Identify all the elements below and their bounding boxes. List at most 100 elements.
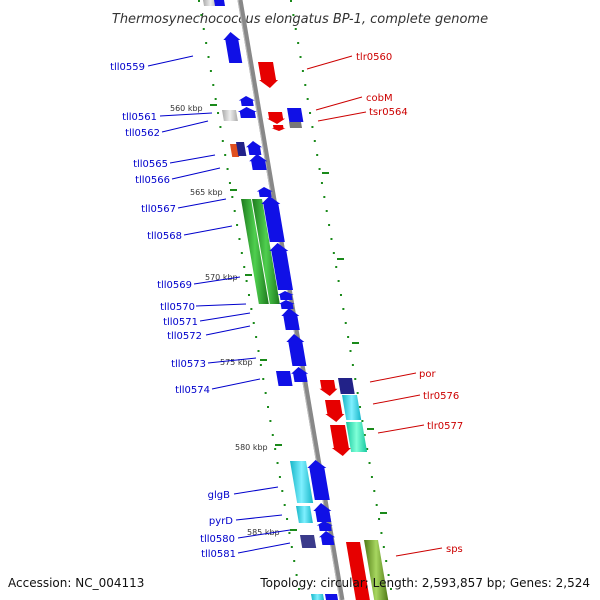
tick-mark xyxy=(339,294,342,296)
gene-label[interactable]: tll0574 xyxy=(175,385,210,396)
tick-mark xyxy=(205,42,208,44)
gene-label[interactable]: tll0568 xyxy=(147,231,182,242)
gene-label[interactable]: tll0570 xyxy=(160,302,195,313)
gene-arrow[interactable] xyxy=(316,521,333,531)
gene-label[interactable]: por xyxy=(419,369,436,380)
gene-label[interactable]: tll0571 xyxy=(163,317,198,328)
gene-arrow[interactable] xyxy=(330,425,351,456)
gene-block[interactable] xyxy=(325,594,339,600)
major-tick-mark xyxy=(322,172,329,174)
gene-label[interactable]: tll0567 xyxy=(141,204,176,215)
gene-label[interactable]: tll0559 xyxy=(110,62,145,73)
gene-arrow[interactable] xyxy=(319,531,336,545)
tick-mark xyxy=(281,490,284,492)
gene-arrow[interactable] xyxy=(261,196,285,242)
gene-block[interactable] xyxy=(287,108,304,122)
gene-arrow[interactable] xyxy=(258,62,279,88)
tick-mark xyxy=(217,112,220,114)
gene-label[interactable]: tll0565 xyxy=(133,159,168,170)
gene-label[interactable]: tlr0576 xyxy=(423,391,459,402)
gene-arrow[interactable] xyxy=(223,32,243,63)
gene-arrow[interactable] xyxy=(238,96,255,106)
gene-label[interactable]: tll0581 xyxy=(201,549,236,560)
gene-block-navy[interactable] xyxy=(236,142,247,156)
major-tick-mark xyxy=(290,529,297,531)
gene-arrow[interactable] xyxy=(249,154,268,170)
gene-block-navy[interactable] xyxy=(300,535,317,548)
scale-label: 560 kbp xyxy=(170,104,203,113)
major-tick-mark xyxy=(367,428,374,430)
tick-mark xyxy=(359,406,362,408)
gene-label[interactable]: tll0562 xyxy=(125,128,160,139)
gene-label[interactable]: tll0569 xyxy=(157,280,192,291)
gene-arrow[interactable] xyxy=(267,112,286,124)
gene-label[interactable]: sps xyxy=(446,544,463,555)
gene-block-gray[interactable] xyxy=(289,122,303,128)
tick-mark xyxy=(313,140,316,142)
gene-arrow[interactable] xyxy=(307,460,330,500)
gene-block-teal[interactable] xyxy=(346,422,368,452)
gene-arrow[interactable] xyxy=(286,334,307,366)
gene-block[interactable] xyxy=(276,371,293,386)
gene-block-navy[interactable] xyxy=(338,378,355,394)
tick-mark xyxy=(207,56,210,58)
tick-mark xyxy=(245,280,248,282)
tick-mark xyxy=(366,448,369,450)
gene-label[interactable]: tlr0560 xyxy=(356,52,392,63)
gene-arrow[interactable] xyxy=(237,107,257,118)
gene-label[interactable]: tll0580 xyxy=(200,534,235,545)
gene-arrow[interactable] xyxy=(291,367,309,382)
gene-label[interactable]: tll0561 xyxy=(122,112,157,123)
gene-block-cyan[interactable] xyxy=(290,461,314,503)
gene-block-cyan[interactable] xyxy=(296,506,313,523)
gene-block-green[interactable] xyxy=(252,199,280,304)
tick-mark xyxy=(354,378,357,380)
gene-arrow[interactable] xyxy=(269,243,293,290)
tick-mark xyxy=(375,504,378,506)
gene-arrow[interactable] xyxy=(319,380,338,396)
gene-label[interactable]: tsr0564 xyxy=(369,107,408,118)
gene-block-olive[interactable] xyxy=(364,540,389,600)
tick-mark xyxy=(330,238,333,240)
gene-block[interactable] xyxy=(346,542,370,600)
gene-arrow[interactable] xyxy=(281,308,300,330)
tick-mark xyxy=(356,392,359,394)
gene-arrow[interactable] xyxy=(278,300,295,309)
gene-arrow[interactable] xyxy=(256,187,273,197)
gene-label[interactable]: cobM xyxy=(366,93,393,104)
gene-label[interactable]: tll0573 xyxy=(171,359,206,370)
tick-mark xyxy=(233,210,236,212)
gene-label[interactable]: tll0572 xyxy=(167,331,202,342)
tick-mark xyxy=(342,308,345,310)
tick-tracks xyxy=(198,0,392,590)
gene-block-cyan[interactable] xyxy=(311,594,325,600)
gene-label[interactable]: glgB xyxy=(208,490,230,501)
gene-block-green[interactable] xyxy=(241,199,269,304)
tick-mark xyxy=(299,56,302,58)
tick-mark xyxy=(380,532,383,534)
tick-mark xyxy=(269,420,272,422)
gene-arrow[interactable] xyxy=(246,141,263,155)
tick-mark xyxy=(311,126,314,128)
gene-label[interactable]: tll0566 xyxy=(135,175,170,186)
tick-mark xyxy=(257,350,260,352)
gene-track xyxy=(203,0,389,600)
tick-mark xyxy=(297,588,300,590)
tick-mark xyxy=(306,98,309,100)
tick-mark xyxy=(209,70,212,72)
tick-mark xyxy=(276,462,279,464)
tick-mark xyxy=(243,266,246,268)
gene-label[interactable]: tlr0577 xyxy=(427,421,463,432)
major-tick-mark xyxy=(260,359,267,361)
scale-label: 575 kbp xyxy=(220,358,253,367)
tick-mark xyxy=(267,406,270,408)
gene-arrow[interactable] xyxy=(277,291,294,300)
gene-arrow[interactable] xyxy=(313,503,332,522)
gene-block[interactable] xyxy=(214,0,226,6)
gene-label[interactable]: pyrD xyxy=(209,516,233,527)
gene-arrow[interactable] xyxy=(271,125,286,131)
gene-block-cyan[interactable] xyxy=(342,395,362,420)
gene-arrow[interactable] xyxy=(325,400,345,422)
gene-block-gray[interactable] xyxy=(222,110,238,121)
tick-mark xyxy=(283,504,286,506)
